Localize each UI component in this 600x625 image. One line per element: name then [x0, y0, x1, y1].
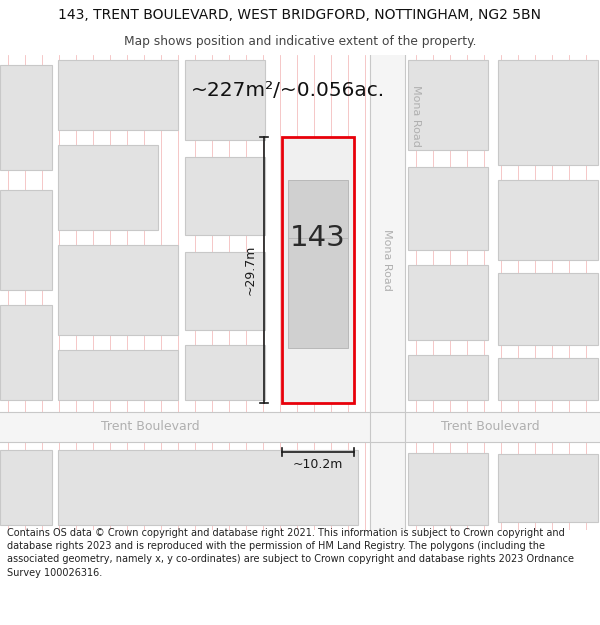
- Text: ~10.2m: ~10.2m: [293, 458, 343, 471]
- Bar: [0, 190, 52, 290]
- Bar: [58, 145, 158, 230]
- Text: Mona Road: Mona Road: [411, 85, 421, 147]
- Text: Trent Boulevard: Trent Boulevard: [440, 421, 539, 434]
- Bar: [498, 358, 598, 400]
- Bar: [58, 450, 358, 525]
- Text: ~227m²/~0.056ac.: ~227m²/~0.056ac.: [191, 81, 385, 99]
- Bar: [408, 453, 488, 525]
- Bar: [408, 167, 488, 250]
- Text: Contains OS data © Crown copyright and database right 2021. This information is : Contains OS data © Crown copyright and d…: [7, 528, 574, 578]
- Text: Mona Road: Mona Road: [383, 229, 392, 291]
- Bar: [498, 60, 598, 165]
- Bar: [370, 55, 405, 530]
- Bar: [185, 60, 265, 140]
- Bar: [288, 236, 348, 348]
- Text: 143, TRENT BOULEVARD, WEST BRIDGFORD, NOTTINGHAM, NG2 5BN: 143, TRENT BOULEVARD, WEST BRIDGFORD, NO…: [59, 8, 542, 22]
- Text: ~29.7m: ~29.7m: [244, 245, 257, 295]
- Bar: [498, 180, 598, 260]
- Bar: [408, 355, 488, 400]
- Bar: [0, 412, 600, 442]
- Bar: [0, 305, 52, 400]
- Bar: [185, 157, 265, 235]
- Bar: [0, 450, 52, 525]
- Text: Trent Boulevard: Trent Boulevard: [101, 421, 199, 434]
- Bar: [498, 454, 598, 522]
- Bar: [58, 350, 178, 400]
- Text: Map shows position and indicative extent of the property.: Map shows position and indicative extent…: [124, 35, 476, 48]
- Bar: [185, 345, 265, 400]
- Bar: [282, 137, 354, 403]
- Bar: [58, 245, 178, 335]
- Bar: [408, 60, 488, 150]
- Bar: [0, 65, 52, 170]
- Text: 143: 143: [290, 224, 346, 252]
- Bar: [58, 60, 178, 130]
- Bar: [185, 252, 265, 330]
- Bar: [408, 265, 488, 340]
- Bar: [498, 273, 598, 345]
- Bar: [288, 179, 348, 238]
